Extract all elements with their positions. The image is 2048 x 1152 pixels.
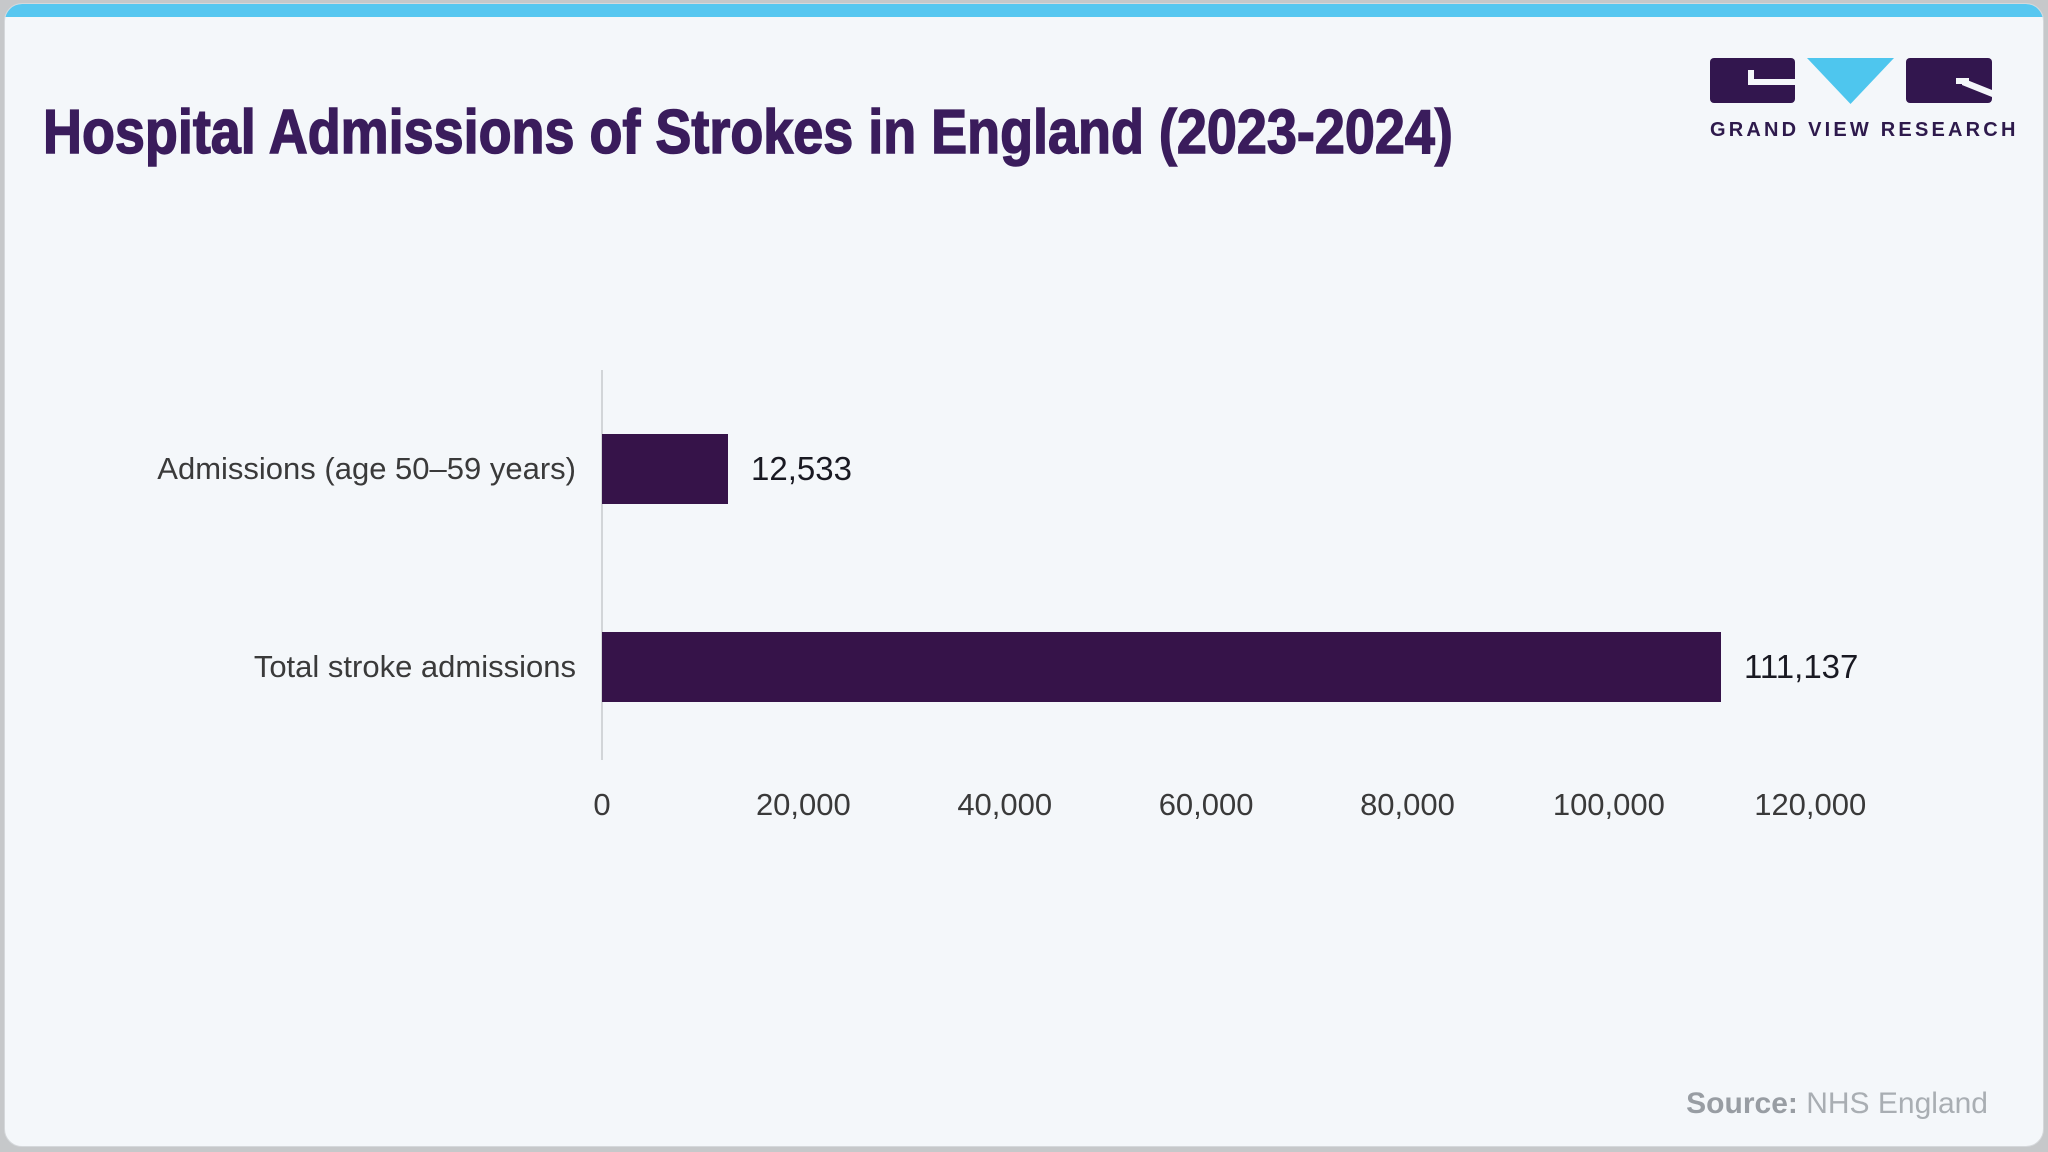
logo-r-block bbox=[1906, 58, 1992, 103]
x-axis-tick-label: 0 bbox=[593, 787, 611, 822]
grand-view-research-logo: GRAND VIEW RESEARCH bbox=[1710, 57, 2019, 142]
x-axis-tick-label: 20,000 bbox=[755, 787, 851, 822]
gvr-logo-icon bbox=[1710, 58, 1992, 104]
category-label: Total stroke admissions bbox=[253, 649, 576, 684]
x-axis-tick-label: 80,000 bbox=[1360, 787, 1455, 822]
source-label: Source: bbox=[1686, 1087, 1798, 1120]
source-value: NHS England bbox=[1806, 1087, 1988, 1120]
page-title: Hospital Admissions of Strokes in Englan… bbox=[42, 97, 1453, 167]
logo-brand-text: GRAND VIEW RESEARCH bbox=[1710, 119, 2019, 141]
x-axis-tick-label: 40,000 bbox=[957, 787, 1053, 822]
top-accent-bar bbox=[5, 4, 2043, 17]
bar-chart: Admissions (age 50–59 years) 12,533 Total … bbox=[5, 4, 2043, 1146]
logo-v-triangle bbox=[1807, 58, 1894, 104]
bar bbox=[602, 434, 728, 504]
infographic-card: Hospital Admissions of Strokes in Englan… bbox=[4, 3, 2044, 1147]
value-label: 111,137 bbox=[1744, 648, 1859, 685]
source-attribution: Source: NHS England bbox=[1686, 1087, 1988, 1121]
bar bbox=[602, 632, 1721, 702]
value-label: 12,533 bbox=[751, 450, 852, 487]
category-label: Admissions (age 50–59 years) bbox=[157, 451, 576, 486]
y-axis-line bbox=[601, 370, 603, 760]
x-axis-tick-label: 60,000 bbox=[1158, 787, 1254, 822]
x-axis-tick-label: 100,000 bbox=[1552, 787, 1665, 822]
x-axis-tick-label: 120,000 bbox=[1754, 787, 1867, 822]
